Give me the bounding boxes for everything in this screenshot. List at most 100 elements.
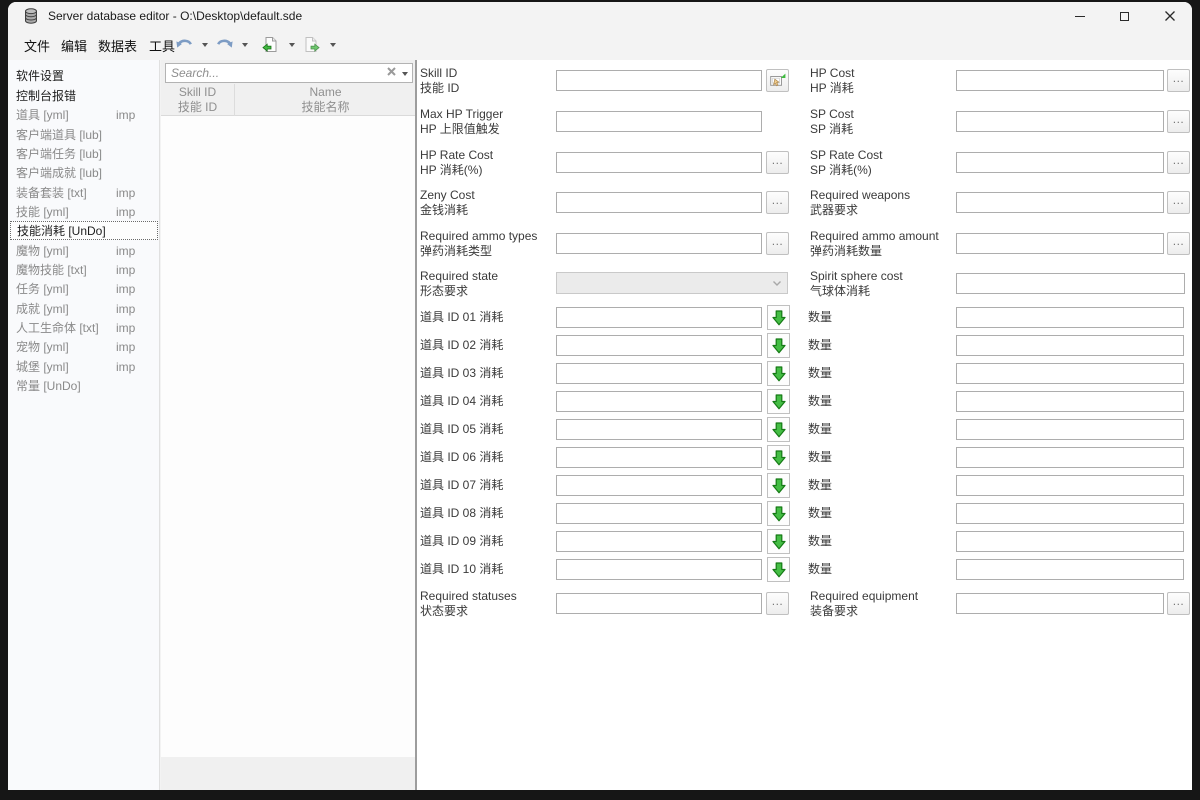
sidebar-item-client-achievements[interactable]: 客户端成就 [lub] <box>16 166 103 180</box>
menu-tables[interactable]: 数据表 <box>98 38 138 54</box>
sidebar-item-item-combos[interactable]: 装备套装 [txt] imp <box>16 185 136 201</box>
redo-dropdown[interactable] <box>242 43 248 47</box>
menu-file[interactable]: 文件 <box>24 38 51 54</box>
item-id-08-input[interactable] <box>556 503 762 524</box>
zeny-cost-label: Zeny Cost 金钱消耗 <box>420 188 475 217</box>
hp-rate-cost-ellipsis-button[interactable]: ... <box>766 151 789 174</box>
required-ammo-types-input[interactable] <box>556 233 762 254</box>
sp-rate-cost-ellipsis-button[interactable]: ... <box>1167 151 1190 174</box>
column-header-name[interactable]: Name 技能名称 <box>301 85 350 114</box>
sidebar-item-constants[interactable]: 常量 [UnDo] <box>16 379 81 393</box>
spirit-sphere-cost-input[interactable] <box>956 273 1185 294</box>
item-id-01-pick-button[interactable] <box>767 305 790 330</box>
sidebar-item-skills[interactable]: 技能 [yml] imp <box>16 204 136 220</box>
zeny-cost-input[interactable] <box>556 192 762 213</box>
required-equipment-ellipsis-button[interactable]: ... <box>1167 592 1190 615</box>
item-id-07-pick-button[interactable] <box>767 473 790 498</box>
item-qty-03-input[interactable] <box>956 363 1184 384</box>
sidebar-item-console[interactable]: 控制台报错 <box>16 89 77 103</box>
sidebar-item-quests[interactable]: 任务 [yml] imp <box>16 281 136 297</box>
minimize-button[interactable] <box>1057 2 1102 30</box>
export-dropdown[interactable] <box>330 43 336 47</box>
item-id-08-pick-button[interactable] <box>767 501 790 526</box>
hp-cost-input[interactable] <box>956 70 1164 91</box>
hp-cost-ellipsis-button[interactable]: ... <box>1167 69 1190 92</box>
max-hp-trigger-input[interactable] <box>556 111 762 132</box>
import-dropdown[interactable] <box>289 43 295 47</box>
item-qty-08-input[interactable] <box>956 503 1184 524</box>
item-id-02-input[interactable] <box>556 335 762 356</box>
green-down-arrow-icon <box>771 449 786 465</box>
item-id-03-pick-button[interactable] <box>767 361 790 386</box>
sidebar-item-settings[interactable]: 软件设置 <box>16 69 65 83</box>
sidebar-item-client-items[interactable]: 客户端道具 [lub] <box>16 128 103 142</box>
redo-button[interactable] <box>215 37 234 53</box>
required-statuses-input[interactable] <box>556 593 762 614</box>
required-ammo-amount-input[interactable] <box>956 233 1164 254</box>
item-id-07-input[interactable] <box>556 475 762 496</box>
item-id-03-input[interactable] <box>556 363 762 384</box>
sidebar-item-monster-skills[interactable]: 魔物技能 [txt] imp <box>16 262 136 278</box>
ellipsis-icon: ... <box>1172 593 1185 608</box>
item-id-05-input[interactable] <box>556 419 762 440</box>
sp-cost-input[interactable] <box>956 111 1164 132</box>
item-qty-05-input[interactable] <box>956 419 1184 440</box>
required-weapons-ellipsis-button[interactable]: ... <box>1167 191 1190 214</box>
search-options-dropdown-icon[interactable] <box>402 72 408 76</box>
item-qty-06-input[interactable] <box>956 447 1184 468</box>
item-id-09-pick-button[interactable] <box>767 529 790 554</box>
clear-search-icon[interactable] <box>387 67 396 76</box>
minimize-icon <box>1074 15 1085 17</box>
skill-list[interactable] <box>161 116 415 757</box>
item-qty-02-input[interactable] <box>956 335 1184 356</box>
item-id-04-input[interactable] <box>556 391 762 412</box>
item-id-04-pick-button[interactable] <box>767 389 790 414</box>
required-ammo-types-ellipsis-button[interactable]: ... <box>766 232 789 255</box>
chevron-down-icon <box>242 43 248 47</box>
item-id-05-pick-button[interactable] <box>767 417 790 442</box>
item-qty-01-input[interactable] <box>956 307 1184 328</box>
required-weapons-input[interactable] <box>956 192 1164 213</box>
maximize-icon <box>1120 11 1129 21</box>
hp-rate-cost-input[interactable] <box>556 152 762 173</box>
sidebar-item-client-quests[interactable]: 客户端任务 [lub] <box>16 147 103 161</box>
sp-cost-ellipsis-button[interactable]: ... <box>1167 110 1190 133</box>
required-ammo-amount-ellipsis-button[interactable]: ... <box>1167 232 1190 255</box>
item-id-01-input[interactable] <box>556 307 762 328</box>
item-id-08-label: 道具 ID 08 消耗 <box>420 506 504 520</box>
item-id-10-input[interactable] <box>556 559 762 580</box>
skill-id-picker-button[interactable] <box>766 69 789 92</box>
menu-edit[interactable]: 编辑 <box>61 38 88 54</box>
sidebar-item-achievements[interactable]: 成就 [yml] imp <box>16 301 136 317</box>
close-button[interactable] <box>1147 2 1192 30</box>
item-qty-04-input[interactable] <box>956 391 1184 412</box>
green-down-arrow-icon <box>771 561 786 577</box>
search-input[interactable] <box>166 64 380 82</box>
item-id-06-input[interactable] <box>556 447 762 468</box>
maximize-button[interactable] <box>1102 2 1147 30</box>
item-id-09-input[interactable] <box>556 531 762 552</box>
undo-button[interactable] <box>175 37 194 53</box>
sidebar-item-pets[interactable]: 宠物 [yml] imp <box>16 339 136 355</box>
item-id-10-pick-button[interactable] <box>767 557 790 582</box>
item-qty-07-input[interactable] <box>956 475 1184 496</box>
import-button[interactable] <box>262 36 279 53</box>
menu-tools[interactable]: 工具 <box>149 38 176 54</box>
item-qty-09-input[interactable] <box>956 531 1184 552</box>
sidebar-item-castles[interactable]: 城堡 [yml] imp <box>16 359 136 375</box>
sidebar-item-homunculus[interactable]: 人工生命体 [txt] imp <box>16 320 136 336</box>
zeny-cost-ellipsis-button[interactable]: ... <box>766 191 789 214</box>
column-header-skill-id[interactable]: Skill ID 技能 ID <box>161 84 235 116</box>
sidebar-item-skill-costs[interactable]: 技能消耗 [UnDo] <box>10 221 158 240</box>
item-id-02-pick-button[interactable] <box>767 333 790 358</box>
sidebar-item-items[interactable]: 道具 [yml] imp <box>16 107 136 123</box>
skill-id-input[interactable] <box>556 70 762 91</box>
item-qty-10-input[interactable] <box>956 559 1184 580</box>
item-id-06-pick-button[interactable] <box>767 445 790 470</box>
required-equipment-input[interactable] <box>956 593 1164 614</box>
sp-rate-cost-input[interactable] <box>956 152 1164 173</box>
export-button[interactable] <box>303 36 320 53</box>
required-statuses-ellipsis-button[interactable]: ... <box>766 592 789 615</box>
undo-dropdown[interactable] <box>202 43 208 47</box>
sidebar-item-monsters[interactable]: 魔物 [yml] imp <box>16 243 136 259</box>
